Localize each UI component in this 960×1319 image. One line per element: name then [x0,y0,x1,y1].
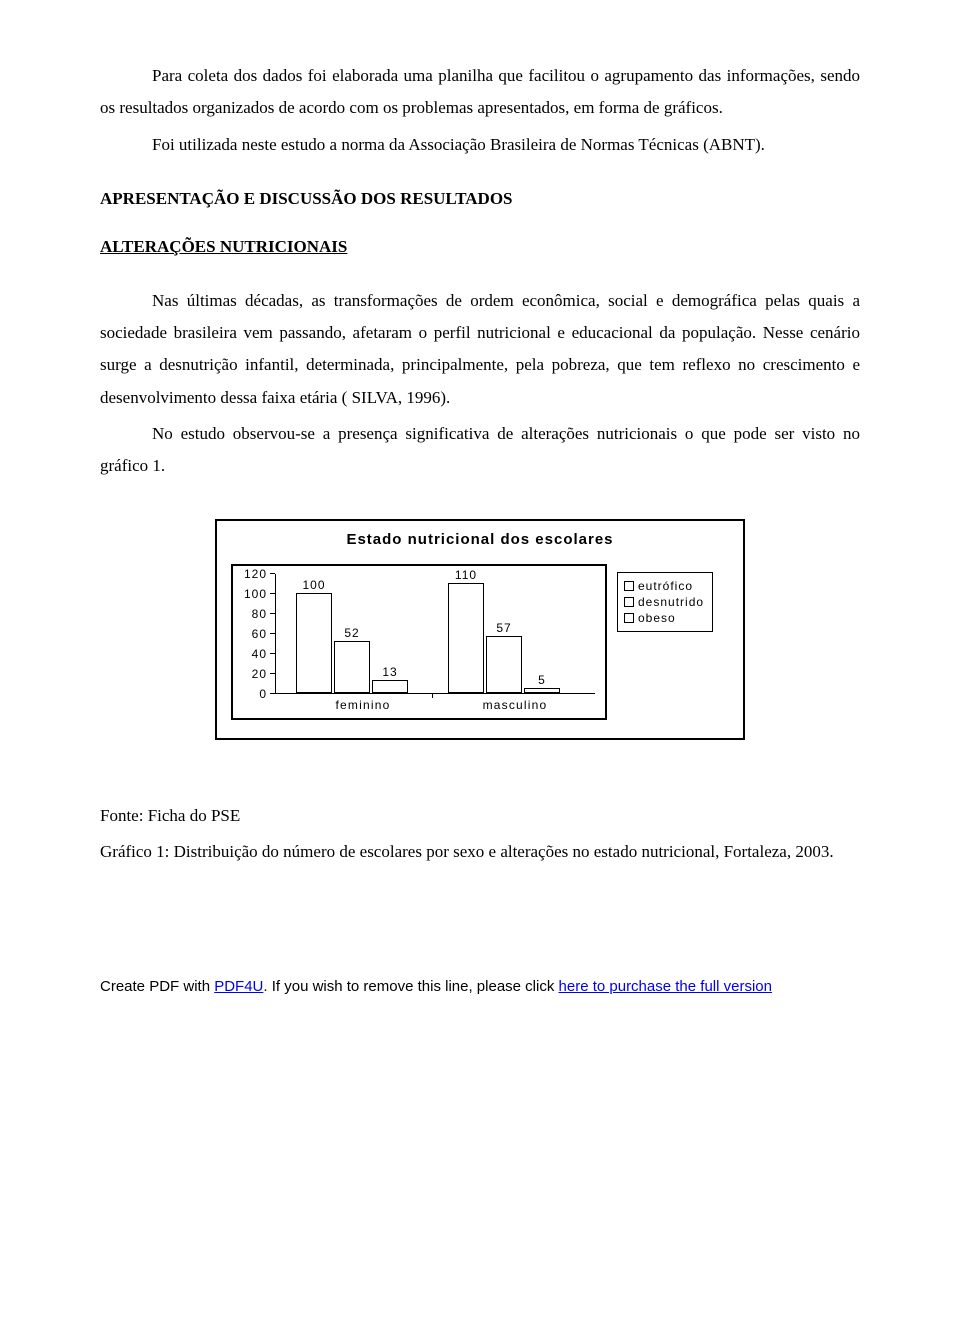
bar-obeso: 5 [524,688,560,693]
bar-value-label: 57 [496,621,511,635]
bar-desnutrido: 57 [486,636,522,693]
body-paragraph: Para coleta dos dados foi elaborada uma … [100,60,860,125]
legend-label: eutrófico [638,579,693,593]
bar-value-label: 5 [538,673,546,687]
legend-swatch-icon [624,613,634,623]
legend-item-desnutrido: desnutrido [624,595,704,609]
chart-y-axis: 020406080100120 [239,574,275,694]
bar-value-label: 110 [455,568,477,582]
footer-text: . If you wish to remove this line, pleas… [263,978,558,995]
chart-title: Estado nutricional dos escolares [231,531,729,548]
legend-item-obeso: obeso [624,611,704,625]
chart-plot-area: 1005213110575 [275,574,595,694]
footer-text: Create PDF with [100,978,214,995]
legend-item-eutrófico: eutrófico [624,579,704,593]
chart-source: Fonte: Ficha do PSE [100,800,860,832]
legend-swatch-icon [624,597,634,607]
heading-nutritional: ALTERAÇÕES NUTRICIONAIS [100,237,860,257]
bar-obeso: 13 [372,680,408,693]
chart-legend: eutrófico desnutrido obeso [617,572,713,632]
chart-caption: Gráfico 1: Distribuição do número de esc… [100,836,860,868]
legend-label: desnutrido [638,595,704,609]
x-label-feminino: feminino [287,698,439,712]
chart-plot-frame: 020406080100120 1005213110575 femininoma… [231,564,607,720]
bar-group-masculino: 110575 [448,583,562,693]
bar-eutrófico: 100 [296,593,332,693]
body-paragraph: Foi utilizada neste estudo a norma da As… [100,129,860,161]
bar-value-label: 13 [382,665,397,679]
bar-value-label: 52 [344,626,359,640]
chart-container: Estado nutricional dos escolares 0204060… [215,519,745,740]
legend-label: obeso [638,611,676,625]
bar-value-label: 100 [302,578,325,592]
body-paragraph: Nas últimas décadas, as transformações d… [100,285,860,414]
bar-group-feminino: 1005213 [296,593,410,693]
x-label-masculino: masculino [439,698,591,712]
legend-swatch-icon [624,581,634,591]
pdf4u-footer: Create PDF with PDF4U. If you wish to re… [100,978,860,995]
pdf4u-link[interactable]: PDF4U [214,978,263,995]
bar-desnutrido: 52 [334,641,370,693]
body-paragraph: No estudo observou-se a presença signifi… [100,418,860,483]
purchase-link[interactable]: here to purchase the full version [559,978,772,995]
chart-x-axis: femininomasculino [275,698,595,712]
bar-eutrófico: 110 [448,583,484,693]
heading-results: APRESENTAÇÃO E DISCUSSÃO DOS RESULTADOS [100,189,860,209]
